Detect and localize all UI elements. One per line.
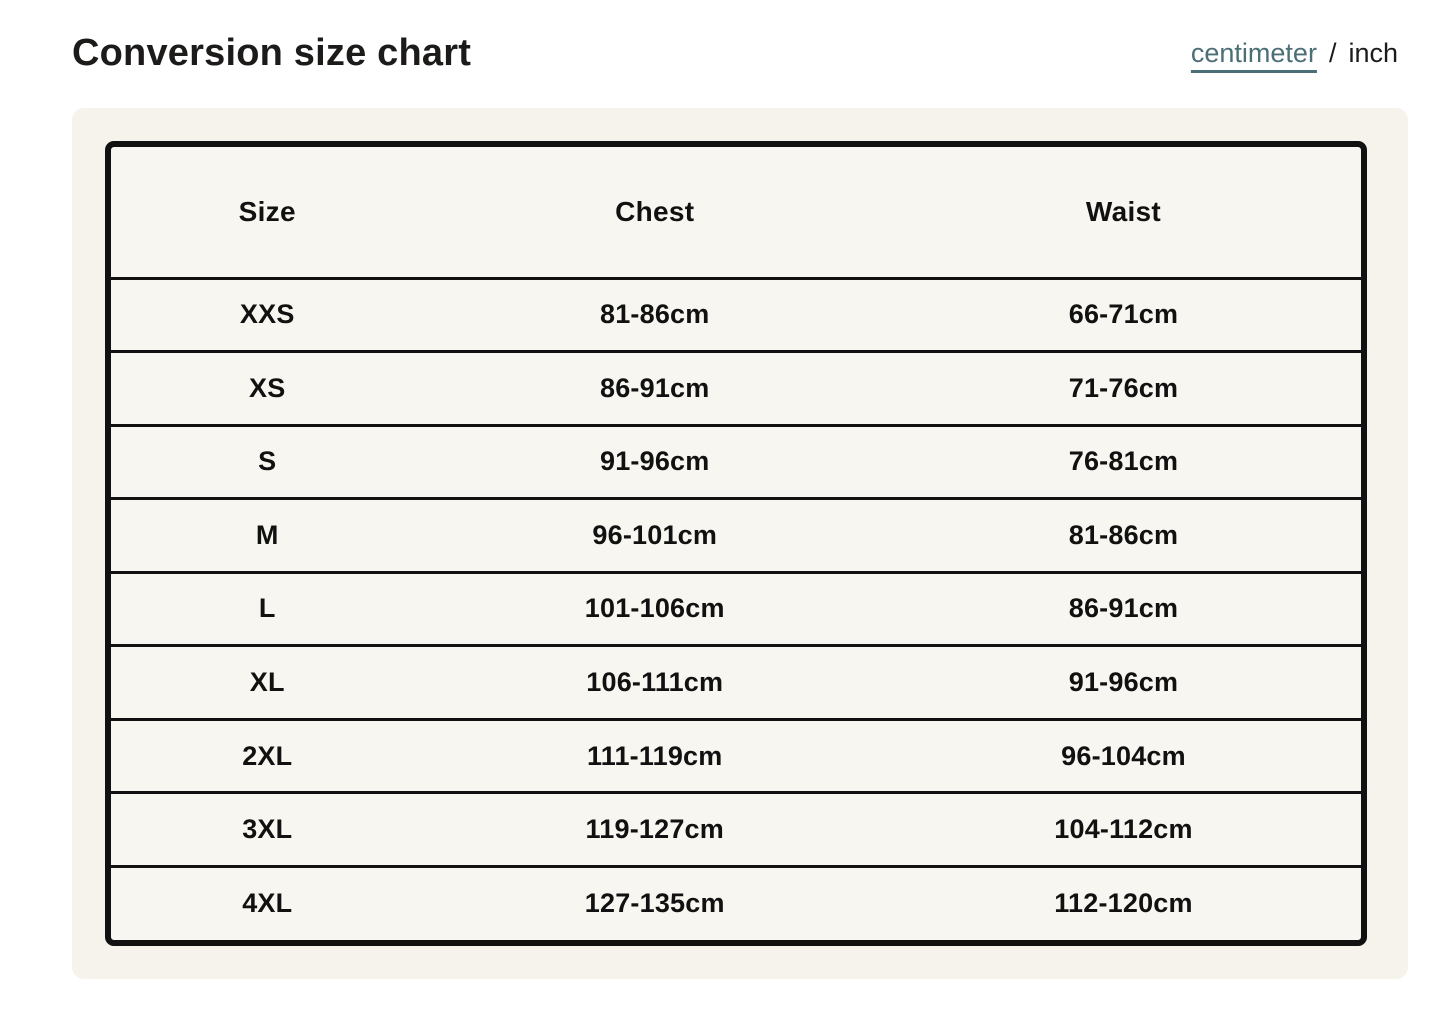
- cell-size: L: [111, 570, 424, 646]
- cell-size: 2XL: [111, 717, 424, 793]
- cell-chest: 106-111cm: [423, 644, 886, 720]
- table-header-row: Size Chest Waist: [111, 147, 1361, 278]
- cell-size: XXS: [111, 276, 424, 352]
- cell-waist: 86-91cm: [886, 570, 1361, 646]
- cell-chest: 111-119cm: [423, 717, 886, 793]
- cell-chest: 86-91cm: [423, 350, 886, 426]
- table-row: S 91-96cm 76-81cm: [111, 423, 1361, 499]
- cell-waist: 76-81cm: [886, 423, 1361, 499]
- cell-chest: 101-106cm: [423, 570, 886, 646]
- cell-size: 3XL: [111, 791, 424, 867]
- table-row: 3XL 119-127cm 104-112cm: [111, 791, 1361, 867]
- unit-toggle-separator: /: [1328, 37, 1337, 68]
- size-chart-card: Size Chest Waist XXS 81-86cm 66-71cm XS …: [72, 108, 1408, 979]
- cell-chest: 127-135cm: [423, 864, 886, 940]
- table-row: 2XL 111-119cm 96-104cm: [111, 717, 1361, 793]
- page-title: Conversion size chart: [72, 31, 472, 74]
- cell-waist: 91-96cm: [886, 644, 1361, 720]
- cell-chest: 81-86cm: [423, 276, 886, 352]
- column-header-waist: Waist: [1085, 195, 1162, 227]
- size-conversion-table: Size Chest Waist XXS 81-86cm 66-71cm XS …: [111, 147, 1361, 940]
- column-header-size: Size: [238, 195, 296, 227]
- table-row: L 101-106cm 86-91cm: [111, 570, 1361, 646]
- unit-option-inch[interactable]: inch: [1348, 37, 1398, 68]
- cell-chest: 119-127cm: [423, 791, 886, 867]
- table-row: XL 106-111cm 91-96cm: [111, 644, 1361, 720]
- cell-waist: 104-112cm: [886, 791, 1361, 867]
- table-row: 4XL 127-135cm 112-120cm: [111, 864, 1361, 940]
- cell-waist: 66-71cm: [886, 276, 1361, 352]
- table-row: XXS 81-86cm 66-71cm: [111, 276, 1361, 352]
- page-header: Conversion size chart centimeter / inch: [0, 0, 1442, 80]
- cell-size: S: [111, 423, 424, 499]
- unit-toggle: centimeter / inch: [1191, 38, 1398, 69]
- cell-chest: 96-101cm: [423, 497, 886, 573]
- cell-size: XL: [111, 644, 424, 720]
- table-row: XS 86-91cm 71-76cm: [111, 350, 1361, 426]
- cell-waist: 81-86cm: [886, 497, 1361, 573]
- column-header-chest: Chest: [615, 195, 695, 227]
- cell-waist: 71-76cm: [886, 350, 1361, 426]
- cell-size: M: [111, 497, 424, 573]
- cell-size: 4XL: [111, 864, 424, 940]
- cell-waist: 96-104cm: [886, 717, 1361, 793]
- unit-option-centimeter[interactable]: centimeter: [1190, 37, 1317, 68]
- cell-chest: 91-96cm: [423, 423, 886, 499]
- cell-waist: 112-120cm: [886, 864, 1361, 940]
- cell-size: XS: [111, 350, 424, 426]
- table-row: M 96-101cm 81-86cm: [111, 497, 1361, 573]
- size-table-frame: Size Chest Waist XXS 81-86cm 66-71cm XS …: [105, 141, 1367, 946]
